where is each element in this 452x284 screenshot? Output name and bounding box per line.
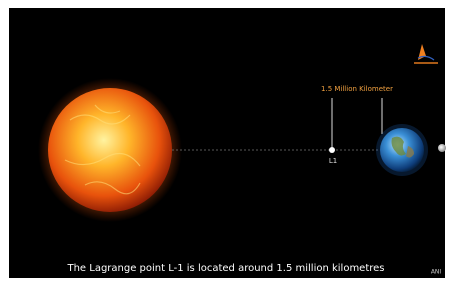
caption: The Lagrange point L-1 is located around… (66, 263, 384, 274)
l1-point (329, 147, 335, 153)
credit: ANI (431, 269, 442, 276)
sun (48, 88, 172, 212)
logo-text (414, 62, 438, 64)
distance-label: 1.5 Million Kilometer (321, 85, 393, 93)
l1-label: L1 (329, 157, 337, 165)
scene: 1.5 Million Kilometer L1 The Lagrange po… (0, 0, 452, 284)
page: {"annotation": {"distance": "1.5 Million… (0, 0, 452, 284)
moon (438, 144, 446, 152)
